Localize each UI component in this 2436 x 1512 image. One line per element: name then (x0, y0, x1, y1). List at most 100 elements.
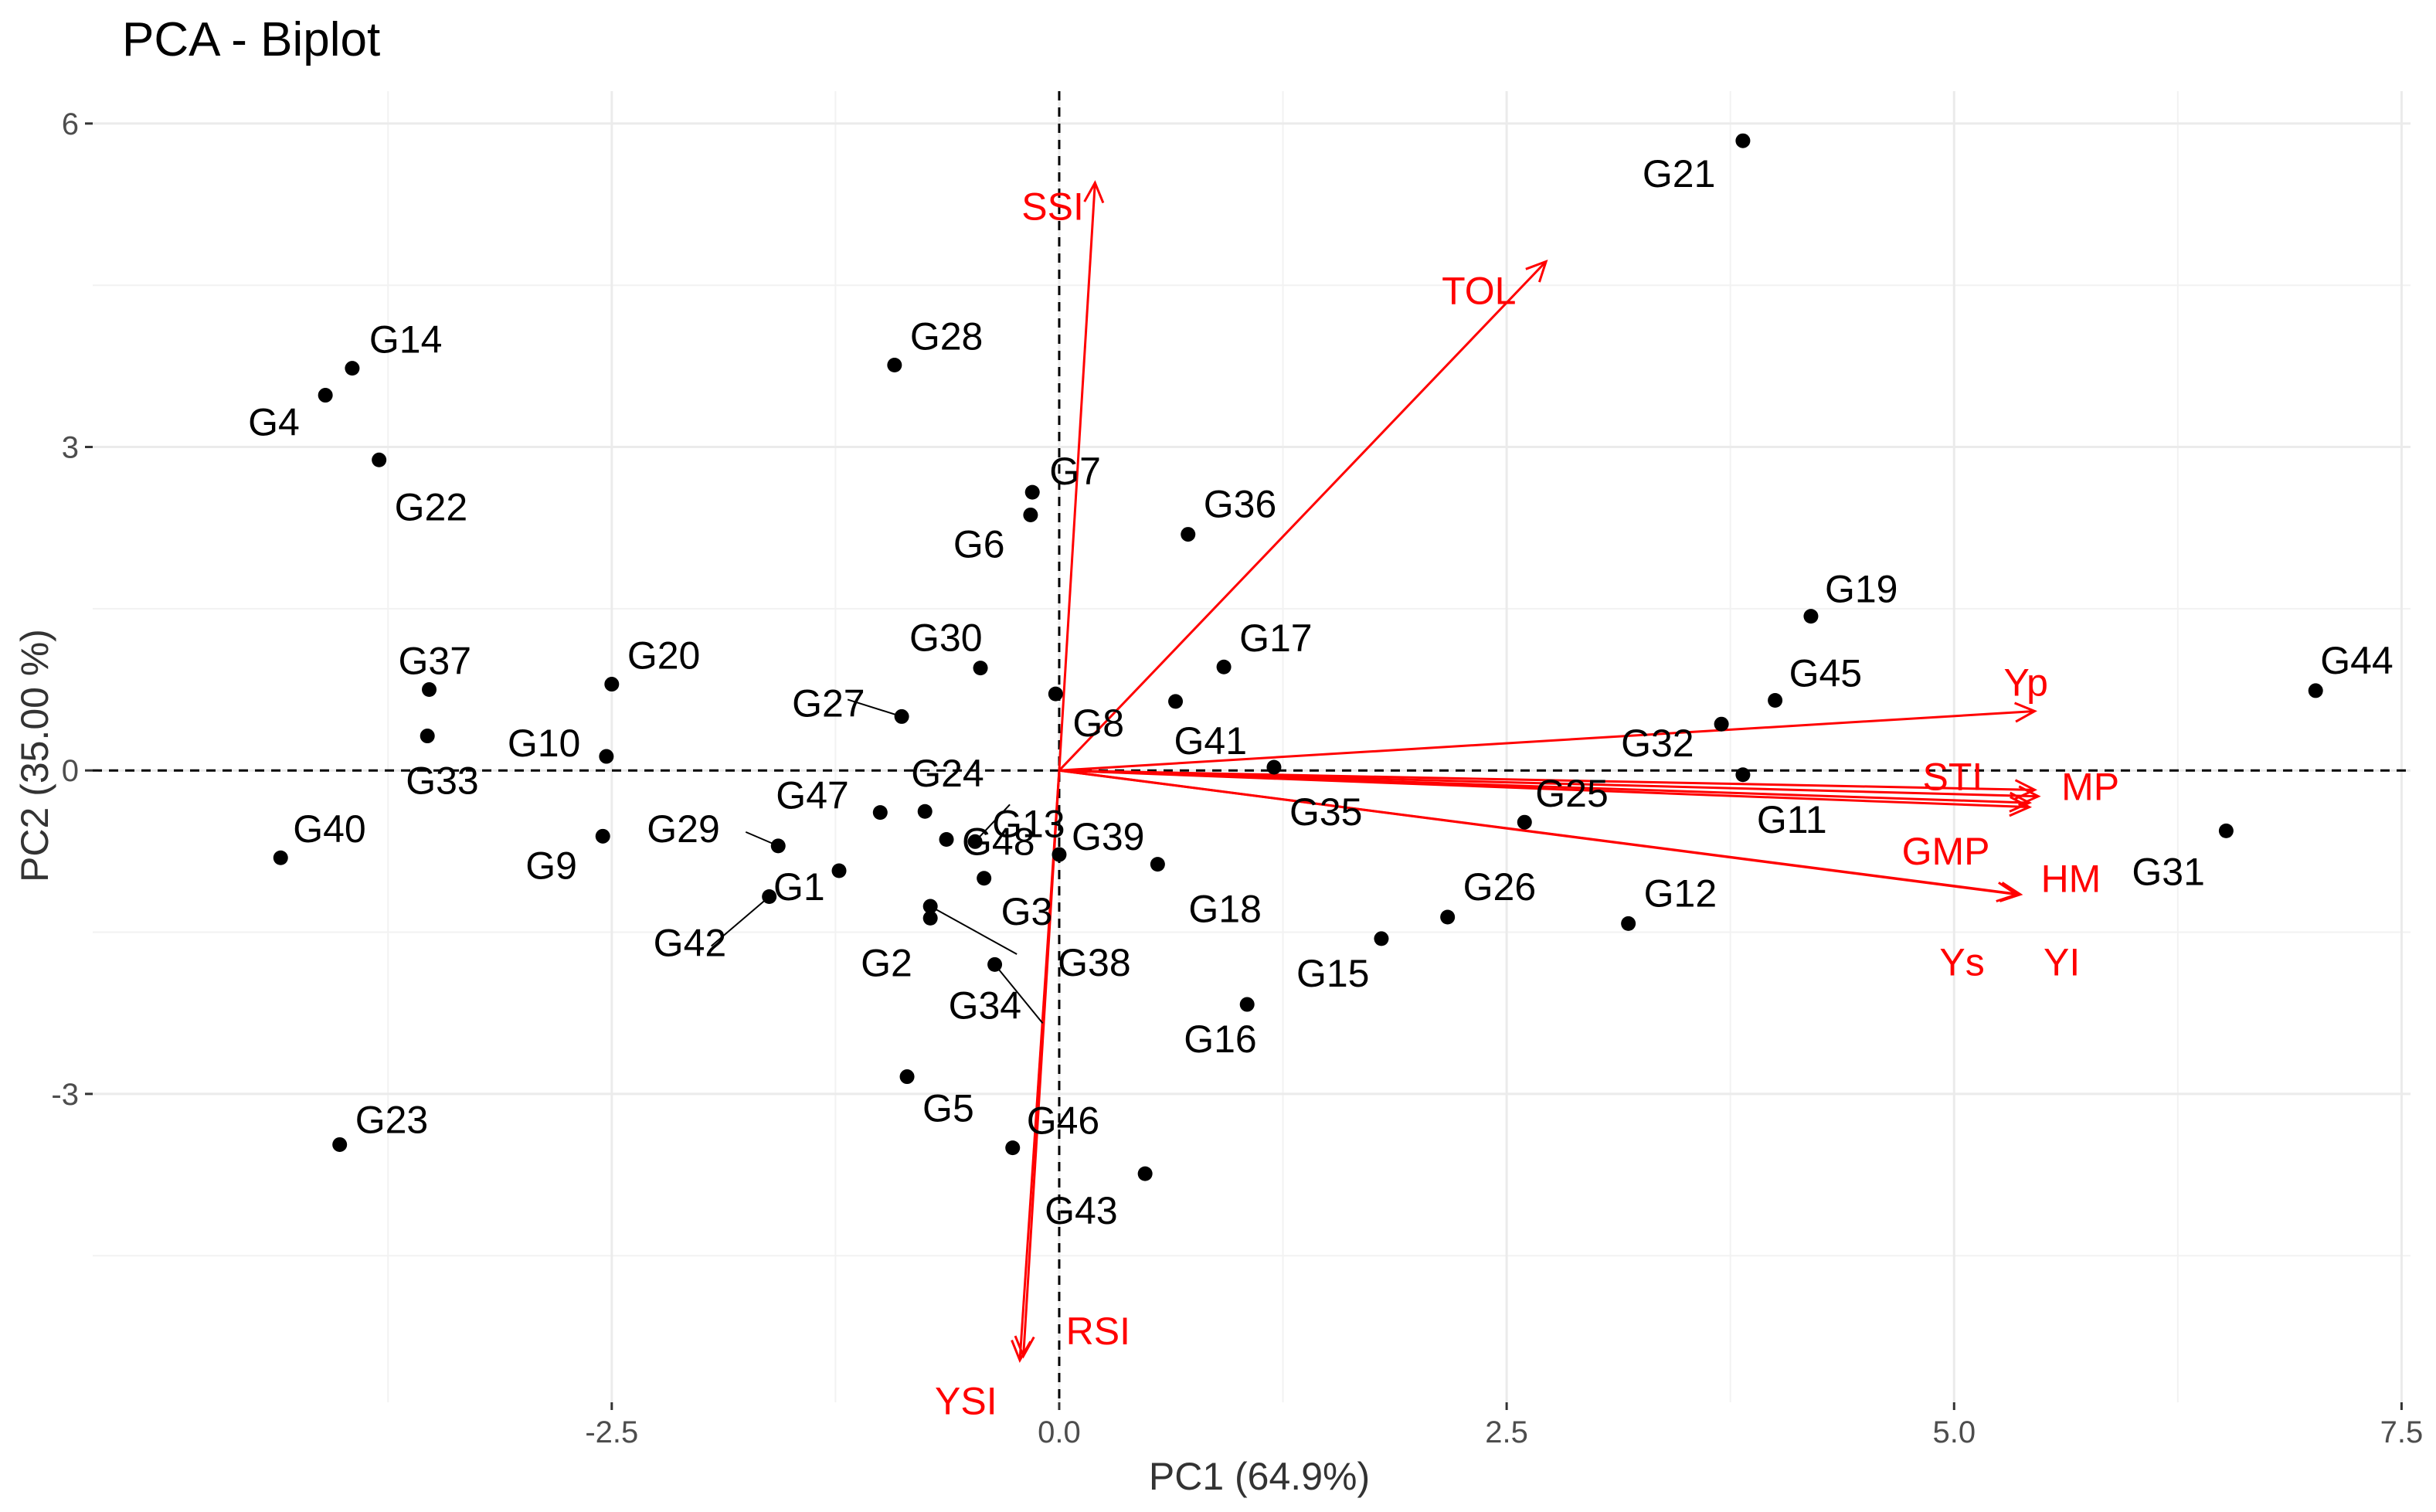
point-g10 (599, 749, 614, 764)
vector-tol-arrowhead (1525, 260, 1548, 283)
leader-line-g34 (994, 963, 1044, 1024)
vector-label-yp: Yp (2004, 661, 2048, 704)
vector-gmp-arrowhead (2009, 791, 2033, 813)
x-tick-label: 0.0 (1038, 1415, 1081, 1449)
point-g5 (899, 1069, 915, 1085)
point-label-g48: G48 (962, 821, 1035, 864)
point-label-g25: G25 (1535, 772, 1609, 815)
point-g48 (939, 832, 954, 848)
y-tick-label: -3 (51, 1078, 79, 1112)
point-g14 (345, 361, 360, 376)
point-label-g20: G20 (627, 634, 701, 678)
vector-yp-line (1058, 709, 2035, 772)
vector-label-tol: TOL (1442, 269, 1516, 312)
point-label-g28: G28 (910, 314, 984, 358)
point-label-g27: G27 (792, 681, 865, 725)
point-label-g34: G34 (949, 984, 1022, 1027)
point-g32 (1714, 716, 1729, 732)
point-label-g6: G6 (953, 522, 1005, 566)
point-label-g37: G37 (399, 640, 472, 683)
point-label-g10: G10 (508, 722, 581, 765)
vector-label-mp: MP (2061, 766, 2119, 809)
reference-lines (93, 91, 2411, 1402)
point-g27 (894, 708, 909, 724)
point-label-g36: G36 (1204, 483, 1277, 526)
leader-line-g27 (847, 698, 902, 718)
point-label-g9: G9 (525, 844, 577, 887)
vector-label-yi: YI (2044, 941, 2080, 984)
individual-points: G21 G14 G4 G22 G28 G7 G6 G36 G19 G17 G45 G44 G37 G20 G… (248, 133, 2394, 1232)
point-g25 (1517, 814, 1532, 830)
point-label-g11: G11 (1757, 798, 1827, 841)
vector-ysi-arrowhead (1011, 1340, 1032, 1364)
leader-line-g38 (929, 906, 1018, 955)
point-g37 (422, 682, 437, 698)
vector-hm-line (1058, 769, 2030, 809)
point-g30 (973, 661, 988, 676)
point-label-g21: G21 (1643, 152, 1716, 195)
point-g6 (1023, 507, 1038, 522)
point-label-g32: G32 (1621, 722, 1694, 765)
point-label-g40: G40 (293, 807, 366, 851)
point-g47 (872, 805, 888, 821)
x-axis-title: PC1 (64.9%) (1149, 1455, 1370, 1498)
point-g40 (273, 850, 288, 865)
y-tick-label: 0 (62, 754, 79, 788)
point-g15 (1374, 931, 1389, 946)
point-g8 (1048, 686, 1063, 702)
vector-yi-line (1058, 769, 2021, 896)
leader-line-g42 (711, 895, 770, 947)
point-label-g33: G33 (406, 759, 479, 803)
y-tick-label: 3 (62, 431, 79, 465)
point-g45 (1768, 692, 1783, 708)
point-label-g23: G23 (355, 1098, 429, 1141)
point-label-g38: G38 (1058, 941, 1131, 984)
point-g22 (372, 452, 387, 467)
point-g38 (922, 899, 938, 914)
point-g9 (595, 828, 610, 844)
point-label-g29: G29 (647, 807, 720, 851)
vector-label-ssi: SSI (1021, 185, 1084, 229)
point-label-g41: G41 (1174, 719, 1248, 763)
leader-line-g13 (974, 804, 1011, 842)
vector-yi-arrowhead (1999, 882, 2023, 902)
point-label-g16: G16 (1184, 1018, 1257, 1061)
x-tick-label: 2.5 (1485, 1415, 1528, 1449)
vector-ssi-line (1058, 182, 1096, 771)
point-label-g43: G43 (1045, 1189, 1118, 1232)
point-label-g24: G24 (911, 752, 984, 795)
point-g24 (917, 804, 933, 819)
point-g11 (1735, 767, 1751, 783)
point-g4 (318, 388, 333, 403)
point-label-g14: G14 (369, 318, 443, 362)
point-g1 (831, 863, 847, 878)
point-label-g35: G35 (1289, 790, 1363, 834)
x-tick-label: 5.0 (1932, 1415, 1976, 1449)
point-label-g13: G13 (992, 802, 1065, 845)
point-label-g44: G44 (2320, 639, 2394, 682)
point-label-g2: G2 (861, 941, 912, 984)
point-g3 (977, 871, 992, 886)
point-g43 (1137, 1166, 1153, 1181)
variable-vectors: SSI TOL Yp STI MP GMP HM Ys YI RSI YSI (935, 180, 2119, 1423)
point-label-g5: G5 (922, 1087, 974, 1130)
point-g28 (887, 357, 902, 372)
point-g20 (604, 677, 620, 692)
y-tick-label: 6 (62, 107, 79, 141)
chart-title: PCA - Biplot (122, 13, 380, 66)
x-tick-label: -2.5 (585, 1415, 638, 1449)
point-g21 (1735, 133, 1751, 148)
point-g35 (1266, 759, 1282, 775)
vector-label-ysi: YSI (935, 1380, 997, 1423)
point-label-g12: G12 (1644, 872, 1717, 915)
point-g7 (1024, 484, 1040, 500)
vector-ysi-line (1018, 770, 1061, 1361)
vector-label-sti: STI (1923, 755, 1983, 798)
point-g31 (2218, 823, 2234, 838)
point-label-g39: G39 (1072, 815, 1145, 858)
point-g2 (922, 910, 938, 926)
point-g42 (762, 889, 777, 904)
point-label-g1: G1 (773, 865, 825, 909)
point-g18 (1150, 857, 1165, 872)
